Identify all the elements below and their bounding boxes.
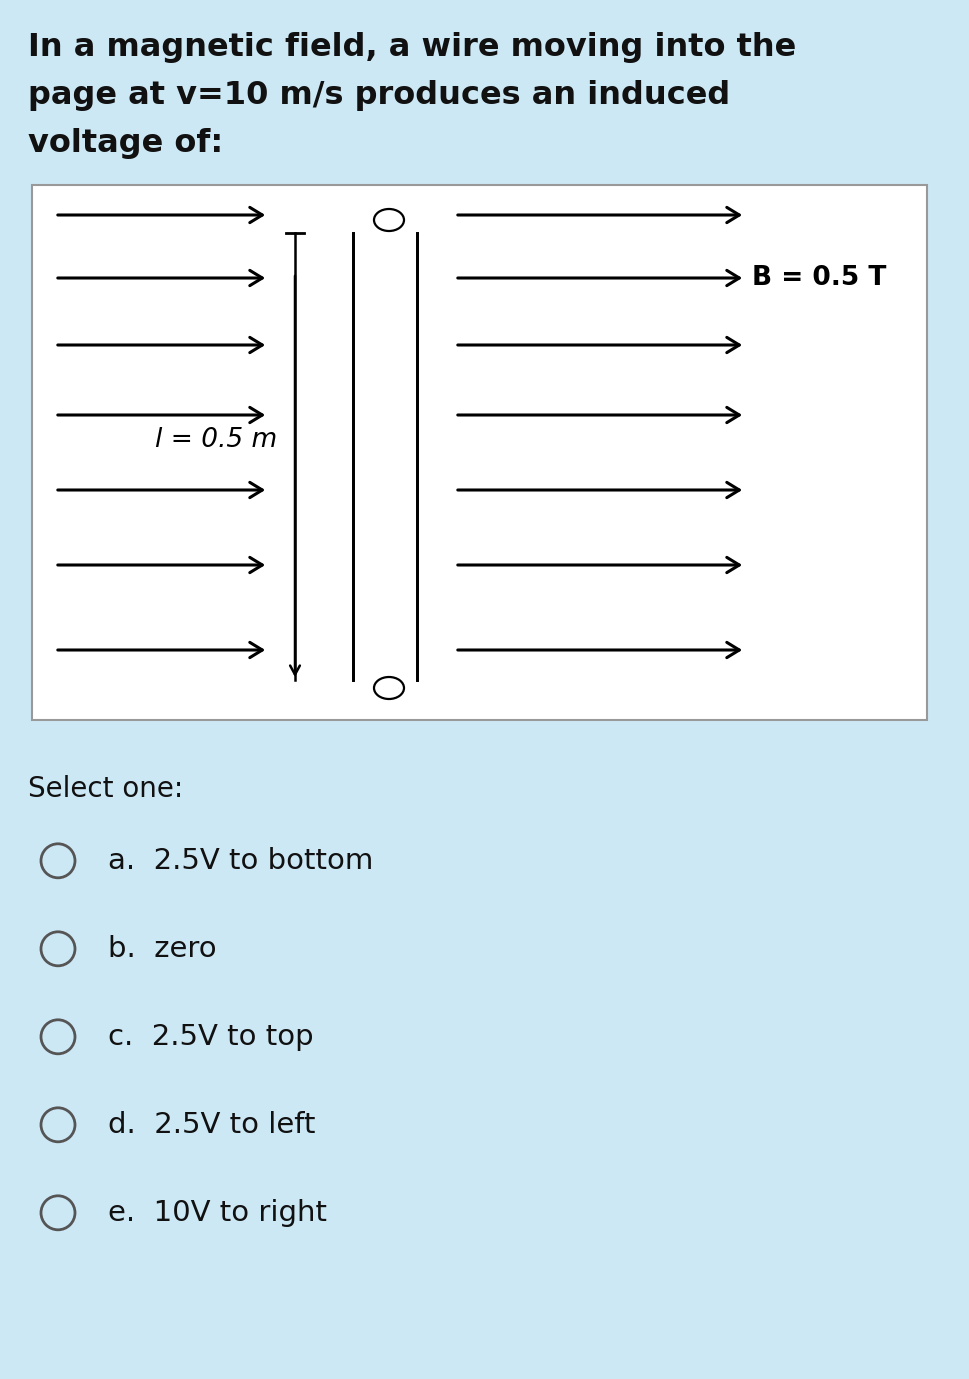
Text: Select one:: Select one: bbox=[28, 775, 183, 803]
Ellipse shape bbox=[374, 210, 403, 232]
Text: In a magnetic field, a wire moving into the: In a magnetic field, a wire moving into … bbox=[28, 32, 796, 63]
Text: e.  10V to right: e. 10V to right bbox=[108, 1198, 327, 1227]
Text: l = 0.5 m: l = 0.5 m bbox=[155, 427, 277, 452]
Text: c.  2.5V to top: c. 2.5V to top bbox=[108, 1023, 313, 1051]
Text: voltage of:: voltage of: bbox=[28, 128, 223, 159]
Text: B = 0.5 T: B = 0.5 T bbox=[751, 265, 886, 291]
Ellipse shape bbox=[374, 677, 403, 699]
Text: b.  zero: b. zero bbox=[108, 935, 216, 963]
Text: page at v=10 m/s produces an induced: page at v=10 m/s produces an induced bbox=[28, 80, 730, 110]
Text: a.  2.5V to bottom: a. 2.5V to bottom bbox=[108, 847, 373, 874]
Bar bbox=[32, 185, 926, 720]
Text: d.  2.5V to left: d. 2.5V to left bbox=[108, 1111, 315, 1139]
